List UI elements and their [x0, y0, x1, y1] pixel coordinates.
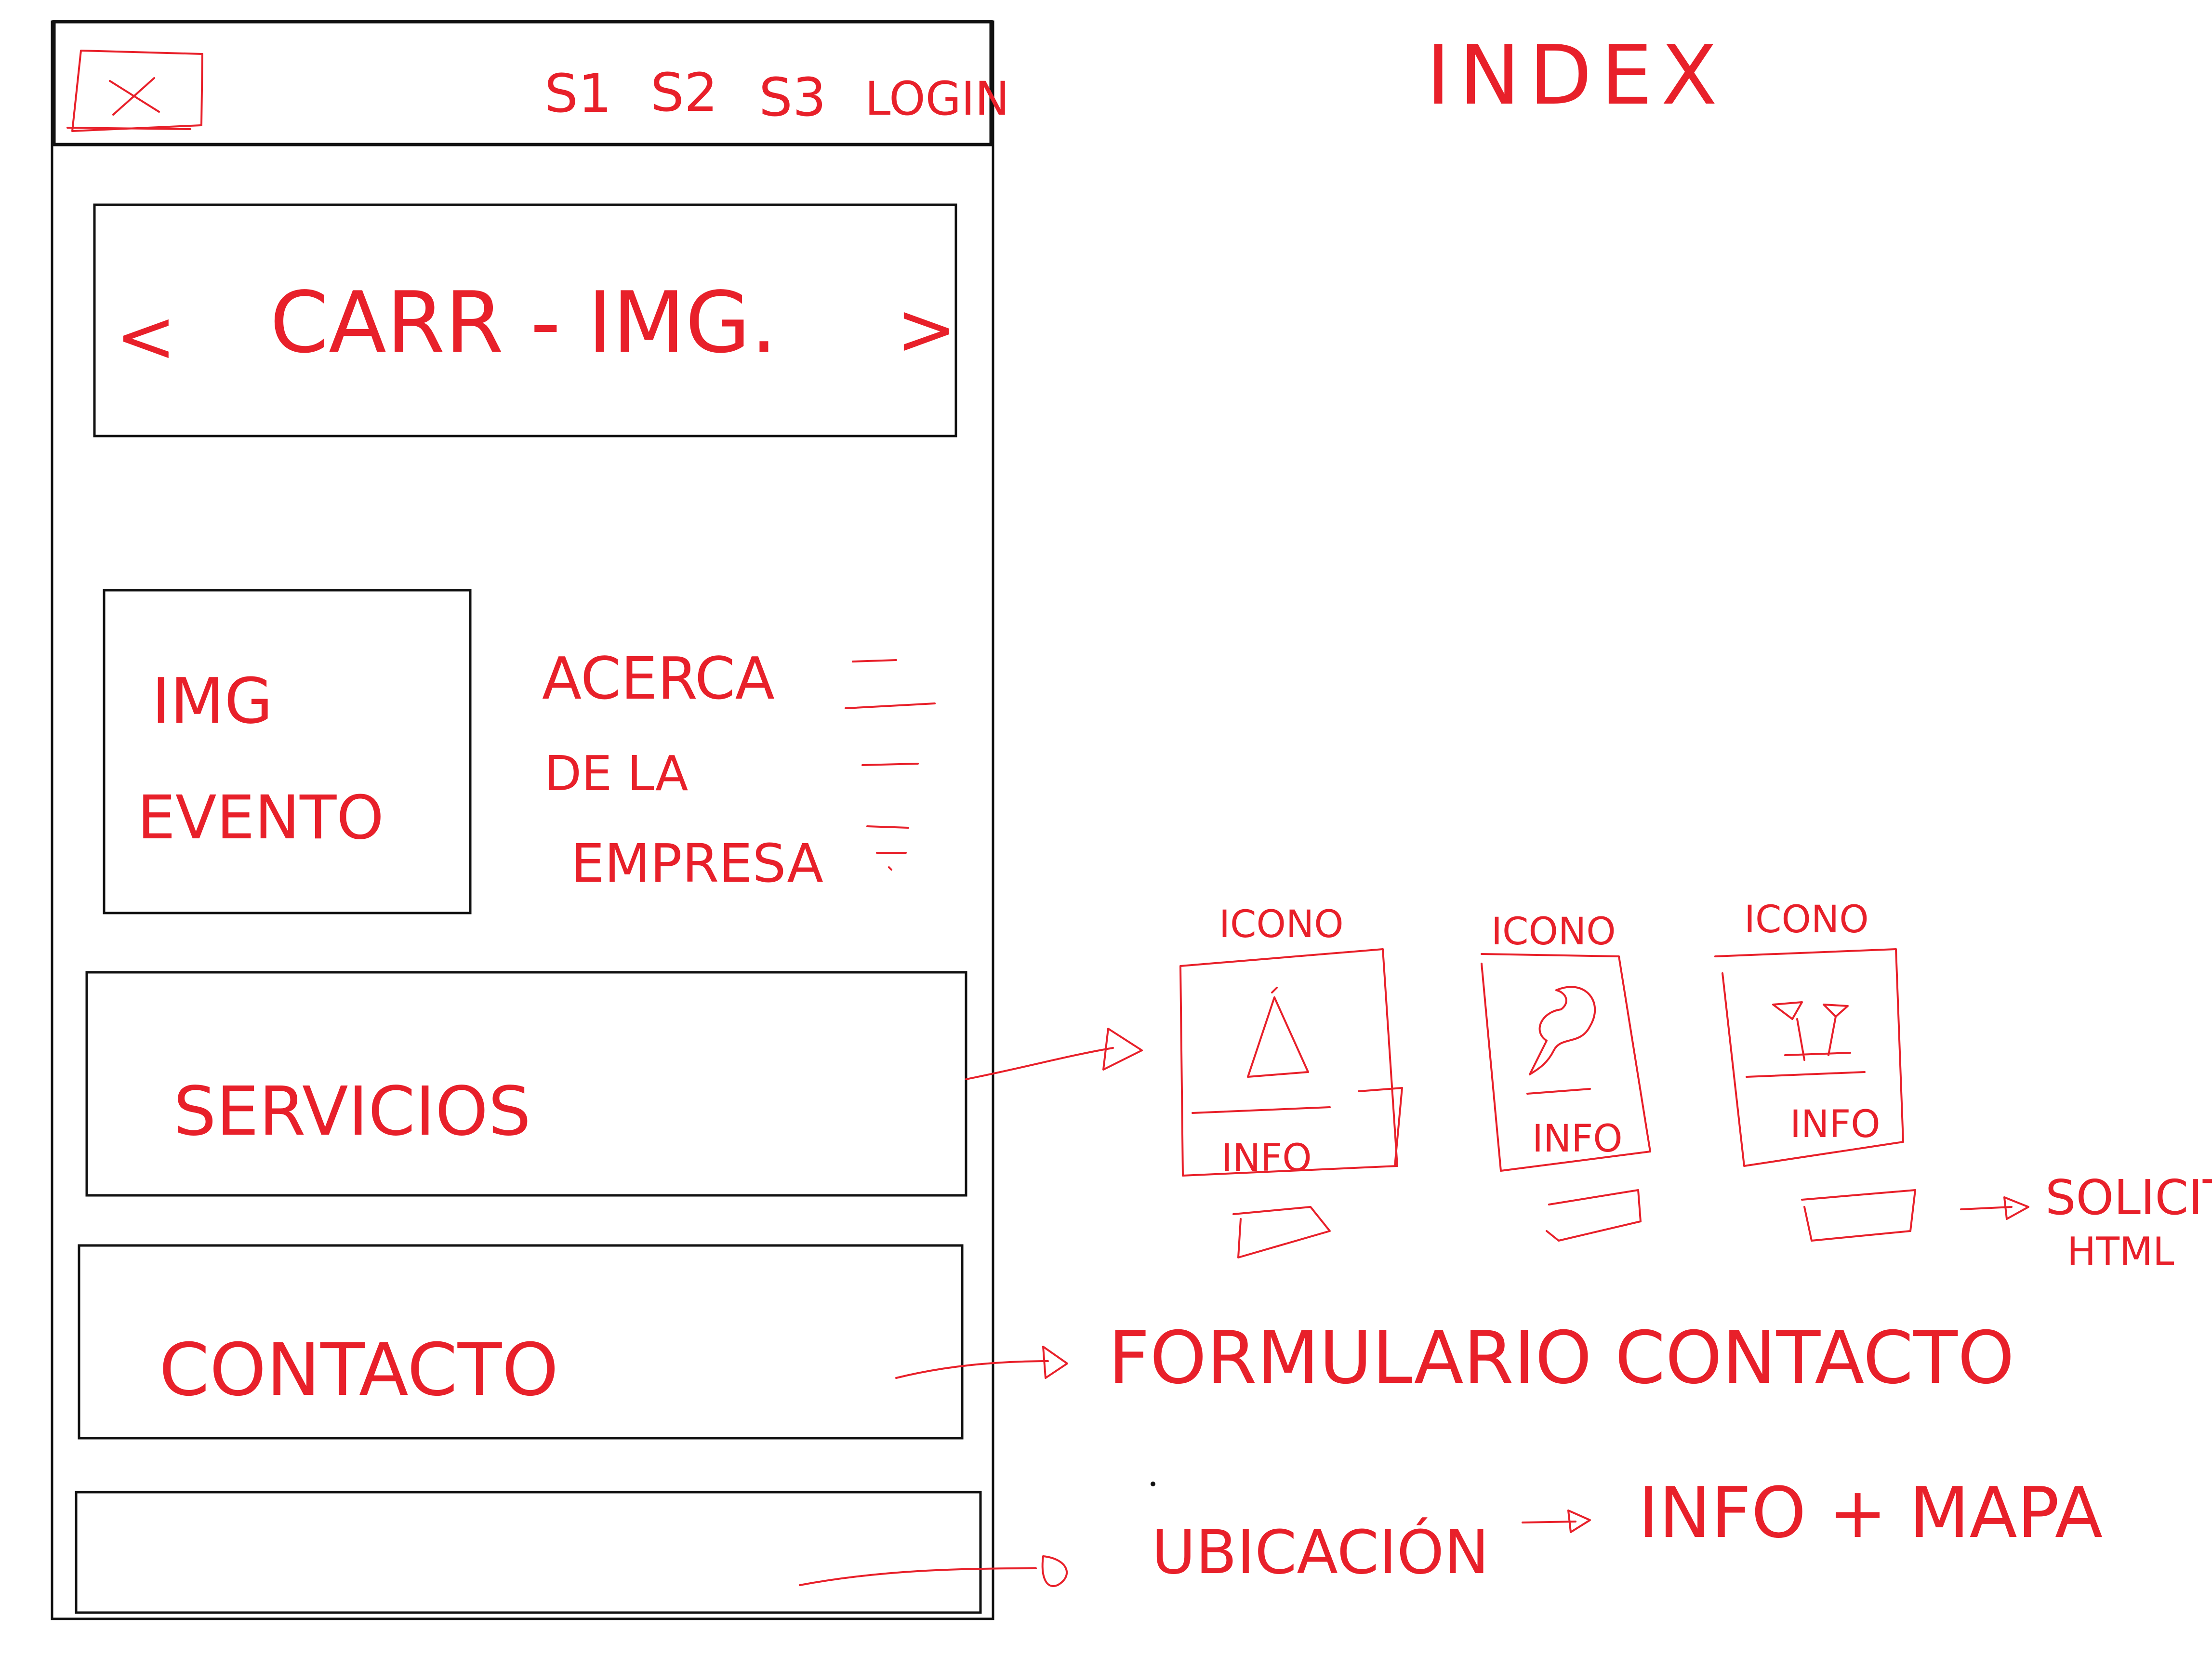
carousel-frame [93, 203, 957, 437]
services-frame [85, 971, 967, 1197]
location-label: UBICACIÓN [1152, 1517, 1489, 1588]
carousel-label: CARR - IMG. [270, 274, 777, 372]
contact-label: CONTACTO [159, 1328, 558, 1412]
service-card-frame [1481, 953, 1651, 1172]
contact-section: CONTACTO FORMULARIO CONTACTO [78, 1244, 2014, 1440]
request-note-line2: HTML [2067, 1229, 2174, 1274]
service-card-frame [1714, 948, 1904, 1167]
service-card[interactable]: ICONO INFO [1481, 910, 1651, 1242]
services-label: SERVICIOS [173, 1072, 531, 1151]
nav-link-s2[interactable]: S2 [650, 62, 718, 123]
location-section: UBICACIÓN INFO + MAPA [75, 1472, 2103, 1614]
service-card-frame [1179, 948, 1398, 1177]
nav-link-login[interactable]: LOGIN [865, 72, 1009, 126]
event-image-frame [103, 589, 472, 914]
placeholder-text-lines [845, 659, 936, 871]
about-section: IMG EVENTO ACERCA DE LA EMPRESA [103, 589, 936, 914]
service-card-button[interactable] [1232, 1206, 1331, 1258]
scribble-icon [1529, 986, 1596, 1075]
nav-link-s3[interactable]: S3 [759, 66, 826, 128]
contact-form-note: FORMULARIO CONTACTO [1108, 1316, 2014, 1400]
about-text-line1: ACERCA [542, 646, 775, 713]
service-card-icon-label: ICONO [1219, 903, 1344, 946]
location-frame [75, 1491, 982, 1614]
contact-arrow [895, 1346, 1068, 1379]
request-note-line1: SOLICITU [2045, 1169, 2212, 1226]
service-card[interactable]: ICONO INFO [1714, 898, 1916, 1242]
service-card-icon-label: ICONO [1744, 898, 1869, 941]
request-arrow [1960, 1196, 2029, 1220]
navbar: S1 S2 S3 LOGIN [52, 20, 1009, 146]
carousel: < CARR - IMG. > [93, 203, 957, 437]
service-card-icon-label: ICONO [1491, 910, 1616, 953]
services-section: SERVICIOS ICONO INFO ICONO INFO ICONO [85, 898, 2212, 1274]
event-image-label-line1: IMG [152, 664, 273, 738]
location-note-arrow [1522, 1509, 1591, 1533]
services-arrow [965, 1028, 1143, 1080]
service-card-info: INFO [1532, 1117, 1623, 1161]
page-title: INDEX [1426, 28, 1726, 123]
location-arrow [799, 1555, 1068, 1587]
logo-crossed-box-icon[interactable] [66, 50, 203, 132]
triangle-icon [1247, 987, 1309, 1078]
about-text-line3: EMPRESA [571, 833, 823, 894]
carousel-next-arrow[interactable]: > [896, 288, 957, 371]
service-card[interactable]: ICONO INFO [1179, 903, 1403, 1258]
location-info-note: INFO + MAPA [1638, 1472, 2103, 1554]
navbar-frame [52, 20, 993, 146]
service-card-button[interactable] [1801, 1189, 1916, 1242]
service-card-button[interactable] [1546, 1189, 1642, 1242]
carousel-prev-arrow[interactable]: < [116, 295, 176, 379]
service-card-info: INFO [1790, 1103, 1881, 1146]
about-text-line2: DE LA [544, 745, 688, 802]
glasses-icon [1772, 1001, 1851, 1061]
event-image-label-line2: EVENTO [137, 783, 384, 853]
ink-dot [1151, 1482, 1155, 1486]
nav-link-s1[interactable]: S1 [544, 63, 612, 124]
service-card-info: INFO [1221, 1137, 1312, 1180]
contact-frame [78, 1244, 964, 1440]
